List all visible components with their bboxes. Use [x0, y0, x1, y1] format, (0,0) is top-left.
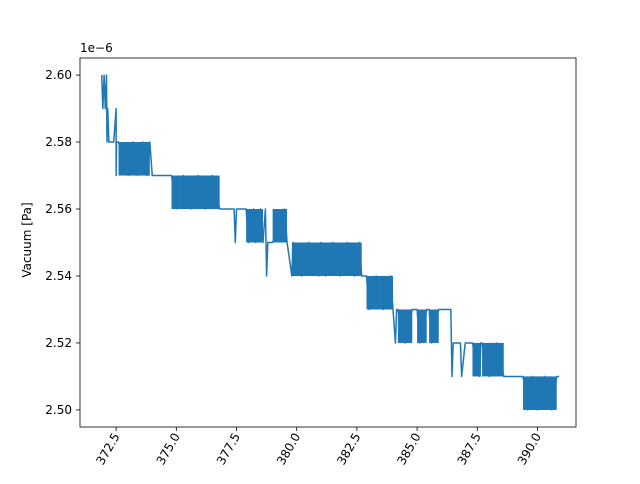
axes-frame [79, 57, 577, 428]
series-noise-band [527, 376, 538, 410]
series-noise-band [472, 342, 481, 377]
y-tick-label: 2.52 [45, 336, 72, 350]
series-noise-band [255, 209, 263, 243]
series-noise-band [354, 242, 362, 276]
series-noise-band [272, 209, 288, 243]
series-noise-band [544, 376, 557, 410]
y-tick-label: 2.50 [45, 403, 72, 417]
series-noise-band [205, 175, 220, 210]
y-axis-offset-label: 1e−6 [80, 41, 113, 55]
series-noise-band [383, 275, 394, 310]
series-noise-band [429, 309, 439, 343]
y-tick-label: 2.56 [45, 202, 72, 216]
y-tick-label: 2.60 [45, 68, 72, 82]
series-noise-band [308, 242, 321, 276]
y-tick-label: 2.58 [45, 135, 72, 149]
series-noise-band [248, 209, 256, 243]
series-noise-band [132, 142, 143, 176]
series-noise-band [489, 342, 504, 377]
series-noise-band [417, 309, 427, 343]
y-tick-label: 2.54 [45, 269, 72, 283]
y-axis-label: Vacuum [Pa] [20, 202, 34, 277]
series-noise-band [397, 309, 413, 343]
series-noise-band [142, 142, 150, 176]
plot-layer [100, 74, 560, 411]
